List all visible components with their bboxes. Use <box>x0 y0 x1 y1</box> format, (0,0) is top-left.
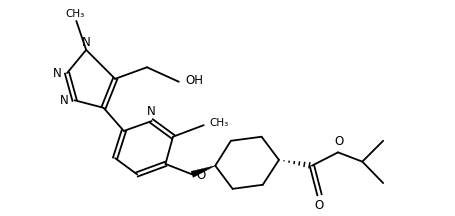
Polygon shape <box>191 166 215 177</box>
Text: CH₃: CH₃ <box>66 9 85 19</box>
Text: O: O <box>314 199 324 212</box>
Text: CH₃: CH₃ <box>209 118 228 129</box>
Text: N: N <box>60 94 69 107</box>
Text: OH: OH <box>185 74 203 87</box>
Text: N: N <box>52 67 61 79</box>
Text: O: O <box>196 169 206 182</box>
Text: N: N <box>81 36 91 49</box>
Text: O: O <box>334 135 343 148</box>
Text: N: N <box>147 105 156 118</box>
